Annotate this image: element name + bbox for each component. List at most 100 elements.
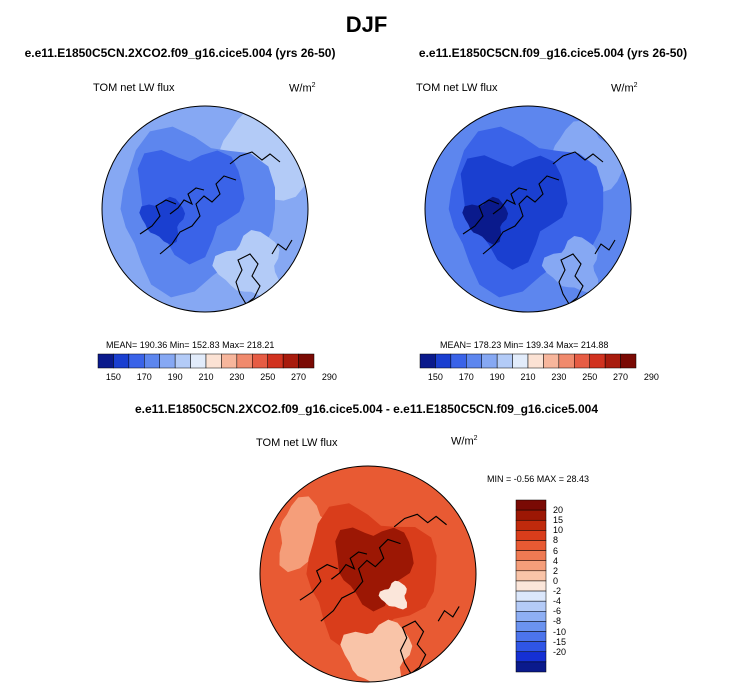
panel1-colorbar-tick-label: 150: [105, 372, 121, 382]
panel2-colorbar-swatch: [527, 353, 544, 369]
panel2-colorbar-swatch: [543, 353, 560, 369]
panel2-colorbar-tick-label: 290: [643, 372, 659, 382]
panel1-colorbar-swatch: [252, 353, 268, 369]
panel1-colorbar-swatch: [128, 353, 145, 369]
panel1-colorbar-swatch: [205, 353, 222, 369]
panel2-map-boundary: [424, 105, 632, 313]
panel2-colorbar-swatch: [589, 353, 606, 369]
panel2-colorbar-swatch: [558, 353, 575, 369]
panel2-colorbar-ticks: 150 170 190 210 230 250 270 290: [420, 372, 659, 384]
diff-colorbar-tick-label: 6: [553, 545, 559, 556]
diff-colorbar-tick-label: -10: [553, 626, 567, 637]
diff-colorbar-tick-label: -8: [553, 616, 562, 627]
page-title: DJF: [345, 12, 388, 37]
diff-map-field: [260, 466, 476, 682]
diff-colorbar-swatch: [515, 550, 547, 561]
diff-colorbar-tick-label: 10: [553, 525, 564, 536]
diff-colorbar-swatch: [515, 590, 547, 602]
panel2-stats: MEAN= 178.23 Min= 139.34 Max= 214.88: [440, 340, 609, 350]
panel1-colorbar-swatch: [174, 353, 191, 369]
diff-colorbar-tick-label: -2: [553, 586, 562, 597]
panel2-colorbar-tick-label: 190: [489, 372, 505, 382]
diff-colorbar-ticks: 20 15 10 8 6 4 2 0 -2 -4 -6 -8 -10 -15 -20: [553, 500, 583, 672]
panel2-colorbar-tick-label: 230: [551, 372, 567, 382]
panel2-colorbar-tick-label: 150: [427, 372, 443, 382]
panel1-stats: MEAN= 190.36 Min= 152.83 Max= 218.21: [106, 340, 275, 350]
panel2-colorbar-swatch: [512, 353, 529, 369]
panel2-map-coastline: [462, 151, 616, 305]
panel2-colorbar-swatch: [466, 353, 482, 369]
diff-units-label: W/m2: [451, 435, 478, 448]
diff-colorbar-swatch: [515, 611, 547, 622]
panel2-colorbar: [419, 353, 637, 369]
panel2-colorbar-swatch: [574, 353, 590, 369]
panel1-colorbar-tick-label: 170: [136, 372, 152, 382]
panel2-variable-label: TOM net LW flux: [416, 82, 498, 94]
panel2-colorbar-swatch: [604, 353, 621, 369]
panel2-polar-map: [424, 105, 632, 313]
diff-colorbar-swatch: [515, 570, 547, 582]
diff-colorbar-swatch: [515, 641, 547, 653]
diff-map-contour-4: [378, 580, 407, 610]
diff-colorbar-swatch: [515, 499, 547, 511]
diff-colorbar-tick-label: -6: [553, 606, 562, 617]
diff-colorbar-swatch: [515, 509, 547, 521]
diff-stats: MIN = -0.56 MAX = 28.43: [487, 474, 590, 484]
panel1-colorbar-swatch: [144, 353, 160, 369]
panel2-colorbar-tick-label: 170: [458, 372, 474, 382]
diff-map-boundary: [259, 465, 477, 683]
diff-colorbar-tick-label: 20: [553, 505, 564, 516]
diff-colorbar-swatch: [515, 661, 547, 673]
panel1-colorbar-swatch: [282, 353, 299, 369]
diff-colorbar-tick-label: 2: [553, 565, 559, 576]
diff-colorbar-tick-label: -4: [553, 596, 562, 607]
panel1-colorbar: [97, 353, 315, 369]
panel1-variable-label: TOM net LW flux: [93, 82, 175, 94]
diff-colorbar-swatch: [515, 651, 547, 663]
panel2-colorbar-swatch: [620, 353, 637, 369]
diff-colorbar: [515, 499, 547, 673]
diff-colorbar-swatch: [515, 631, 547, 642]
panel2-colorbar-swatch: [496, 353, 513, 369]
panel1-colorbar-swatch: [221, 353, 238, 369]
diff-colorbar-swatch: [515, 530, 547, 541]
panel2-units-label: W/m2: [611, 82, 638, 95]
panel1-colorbar-ticks: 150 170 190 210 230 250 270 290: [98, 372, 337, 384]
panel2-map-contour-4: [541, 236, 599, 294]
panel2-map-contour-3: [462, 196, 509, 245]
diff-variable-label: TOM net LW flux: [256, 437, 338, 449]
panel1-case-title: e.e11.E1850C5CN.2XCO2.f09_g16.cice5.004 …: [24, 46, 336, 60]
panel2-colorbar-tick-label: 270: [613, 372, 629, 382]
panel1-units-label: W/m2: [289, 82, 316, 95]
diff-colorbar-tick-label: 4: [553, 555, 559, 566]
diff-colorbar-swatch: [515, 560, 547, 572]
diff-case-title: e.e11.E1850C5CN.2XCO2.f09_g16.cice5.004 …: [135, 402, 598, 416]
diff-colorbar-swatch: [515, 580, 547, 592]
diff-colorbar-tick-label: 15: [553, 515, 564, 526]
panel1-colorbar-tick-label: 270: [291, 372, 307, 382]
panel1-colorbar-swatch: [159, 353, 176, 369]
diff-colorbar-swatch: [515, 600, 547, 612]
panel2-colorbar-tick-label: 250: [582, 372, 598, 382]
diff-colorbar-swatch: [515, 621, 547, 632]
panel1-polar-map: [101, 105, 309, 313]
panel1-map-boundary: [101, 105, 309, 313]
diff-colorbar-swatch: [515, 540, 547, 551]
panel1-map-contour-3: [139, 196, 186, 245]
panel1-colorbar-tick-label: 230: [229, 372, 245, 382]
diff-map-contour-3: [340, 619, 413, 682]
panel2-colorbar-swatch: [435, 353, 452, 369]
panel1-colorbar-tick-label: 190: [167, 372, 183, 382]
panel1-colorbar-tick-label: 250: [260, 372, 276, 382]
panel1-colorbar-swatch: [113, 353, 130, 369]
panel1-map-field: [102, 106, 308, 312]
diff-map-coastline: [299, 513, 460, 675]
panel1-colorbar-swatch: [97, 353, 114, 369]
panel2-colorbar-swatch: [450, 353, 467, 369]
panel2-colorbar-tick-label: 210: [520, 372, 536, 382]
panel1-colorbar-tick-label: 290: [321, 372, 337, 382]
panel2-colorbar-swatch: [419, 353, 436, 369]
panel1-colorbar-swatch: [236, 353, 253, 369]
panel1-map-contour-4: [212, 230, 280, 299]
diff-polar-map: [259, 465, 477, 683]
